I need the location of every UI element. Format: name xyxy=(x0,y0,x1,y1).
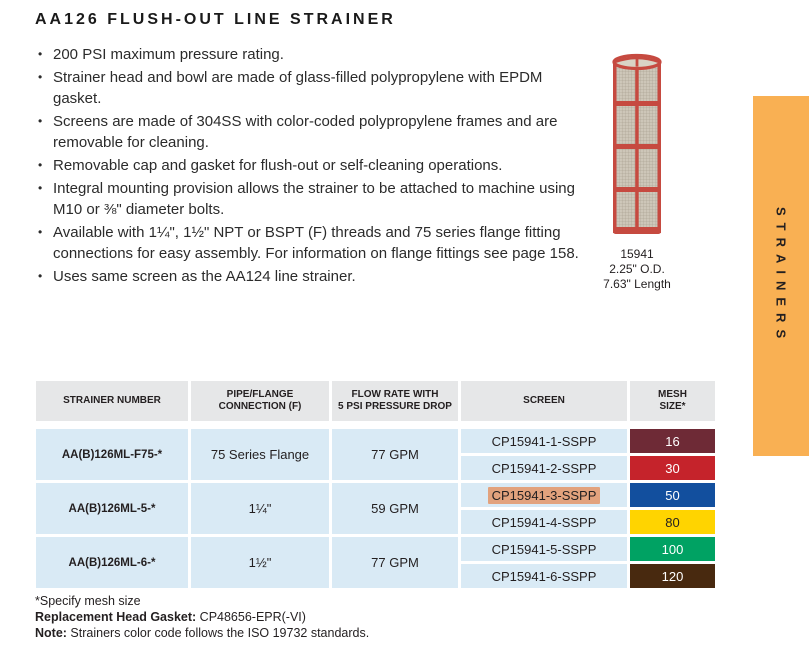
strainer-number-cell: AA(B)126ML-F75-* xyxy=(36,429,188,480)
col-header-mesh-size: MESH SIZE* xyxy=(630,381,715,421)
bullet-item: Strainer head and bowl are made of glass… xyxy=(35,67,580,109)
product-figure: 15941 2.25" O.D. 7.63" Length xyxy=(578,53,696,292)
screen-cell: CP15941-6-SSPP xyxy=(461,564,627,588)
figure-part-number: 15941 xyxy=(620,247,654,261)
page-title: AA126 FLUSH-OUT LINE STRAINER xyxy=(35,11,396,28)
col-header-flow-rate: FLOW RATE WITH 5 PSI PRESSURE DROP xyxy=(332,381,458,421)
figure-od: 2.25" O.D. xyxy=(609,262,665,276)
screen-cell: CP15941-2-SSPP xyxy=(461,456,627,480)
table-header-row: STRAINER NUMBER PIPE/FLANGE CONNECTION (… xyxy=(36,381,715,421)
mesh-size-chip: 120 xyxy=(630,564,715,588)
connection-cell: 1½" xyxy=(191,537,329,588)
flow-rate-cell: 77 GPM xyxy=(332,537,458,588)
table-row: CP15941-2-SSPP 30 xyxy=(36,456,715,480)
strainer-screen-image xyxy=(612,53,662,234)
bullet-item: Uses same screen as the AA124 line strai… xyxy=(35,266,580,287)
connection-cell: 75 Series Flange xyxy=(191,429,329,480)
footnote-specify: *Specify mesh size xyxy=(35,594,141,608)
bullet-item: Screens are made of 304SS with color-cod… xyxy=(35,111,580,153)
table-row: CP15941-4-SSPP 80 xyxy=(36,510,715,534)
section-tab-label: STRAINERS xyxy=(773,206,789,346)
screen-cell: CP15941-5-SSPP xyxy=(461,537,627,561)
col-header-strainer-number: STRAINER NUMBER xyxy=(36,381,188,421)
mesh-size-chip: 30 xyxy=(630,456,715,480)
table-row: CP15941-6-SSPP 120 xyxy=(36,564,715,588)
flow-rate-cell: 77 GPM xyxy=(332,429,458,480)
footnote-gasket: Replacement Head Gasket: CP48656-EPR(-VI… xyxy=(35,609,369,625)
bullet-item: Available with 1¼", 1½" NPT or BSPT (F) … xyxy=(35,222,580,264)
spec-table: STRAINER NUMBER PIPE/FLANGE CONNECTION (… xyxy=(33,378,718,591)
mesh-size-chip: 100 xyxy=(630,537,715,561)
footnote-note-label: Note: xyxy=(35,626,67,640)
mesh-size-chip: 16 xyxy=(630,429,715,453)
bullet-item: 200 PSI maximum pressure rating. xyxy=(35,44,580,65)
col-header-screen: SCREEN xyxy=(461,381,627,421)
strainer-number-cell: AA(B)126ML-5-* xyxy=(36,483,188,534)
figure-caption: 15941 2.25" O.D. 7.63" Length xyxy=(578,247,696,292)
feature-bullet-list: 200 PSI maximum pressure rating. Straine… xyxy=(35,44,580,289)
header-body-spacer xyxy=(36,424,715,426)
highlighted-screen-part: CP15941-3-SSPP xyxy=(487,486,601,504)
section-tab-strainers: STRAINERS xyxy=(753,96,809,456)
mesh-size-chip: 50 xyxy=(630,483,715,507)
footnote-note: Note: Strainers color code follows the I… xyxy=(35,625,369,641)
table-row: AA(B)126ML-F75-* 75 Series Flange 77 GPM… xyxy=(36,429,715,480)
col-header-connection: PIPE/FLANGE CONNECTION (F) xyxy=(191,381,329,421)
table-row: AA(B)126ML-5-* 1¼" 59 GPM CP15941-3-SSPP… xyxy=(36,483,715,534)
screen-cell: CP15941-3-SSPP xyxy=(461,483,627,507)
screen-cell: CP15941-4-SSPP xyxy=(461,510,627,534)
bullet-item: Removable cap and gasket for flush-out o… xyxy=(35,155,580,176)
strainer-number-cell: AA(B)126ML-6-* xyxy=(36,537,188,588)
figure-length: 7.63" Length xyxy=(603,277,671,291)
bullet-item: Integral mounting provision allows the s… xyxy=(35,178,580,220)
footnote-gasket-value: CP48656-EPR(-VI) xyxy=(196,610,306,624)
footnotes: *Specify mesh size Replacement Head Gask… xyxy=(35,593,369,641)
footnote-gasket-label: Replacement Head Gasket: xyxy=(35,610,197,624)
connection-cell: 1¼" xyxy=(191,483,329,534)
table-row: AA(B)126ML-6-* 1½" 77 GPM CP15941-5-SSPP… xyxy=(36,537,715,588)
footnote-note-value: Strainers color code follows the ISO 197… xyxy=(66,626,370,640)
flow-rate-cell: 59 GPM xyxy=(332,483,458,534)
mesh-size-chip: 80 xyxy=(630,510,715,534)
screen-cell: CP15941-1-SSPP xyxy=(461,429,627,453)
